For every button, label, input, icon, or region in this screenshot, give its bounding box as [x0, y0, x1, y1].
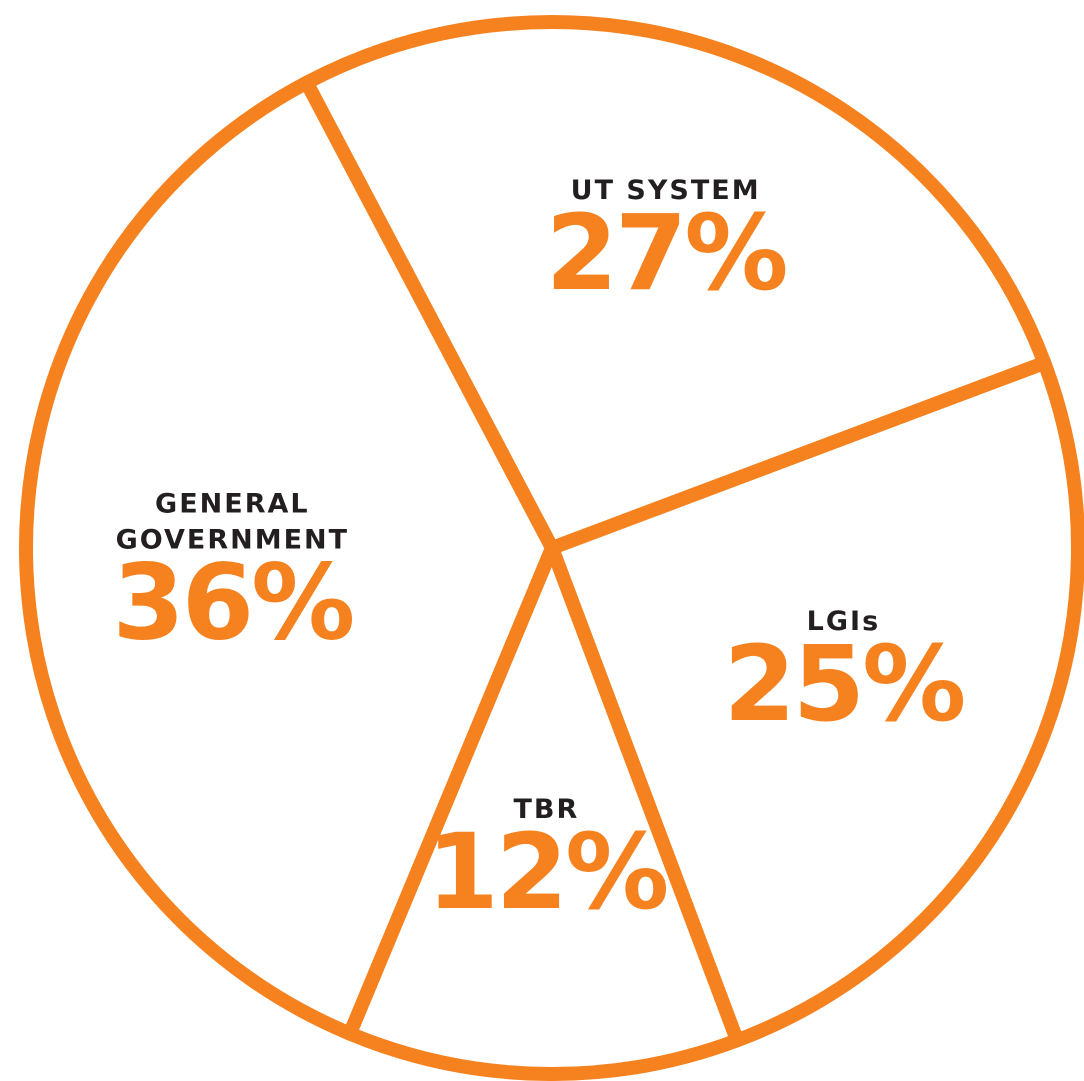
pie-slice	[19, 75, 559, 1041]
value-label: 25%	[723, 623, 963, 745]
pie-slice	[545, 355, 1084, 1048]
slice-label: LGIs	[807, 606, 880, 637]
value-label: 12%	[426, 811, 666, 933]
slice-label-line: GENERAL	[155, 489, 310, 520]
slice-label: TBR	[514, 794, 580, 825]
pie-slice	[342, 541, 745, 1081]
slice-label: UT SYSTEM	[571, 175, 761, 206]
slice-label: GENERAL GOVERNMENT	[116, 489, 349, 556]
slice-label-line: GOVERNMENT	[116, 525, 349, 556]
pie-slice	[299, 15, 1052, 555]
value-label: 36%	[112, 542, 352, 664]
value-label: 27%	[546, 192, 786, 314]
